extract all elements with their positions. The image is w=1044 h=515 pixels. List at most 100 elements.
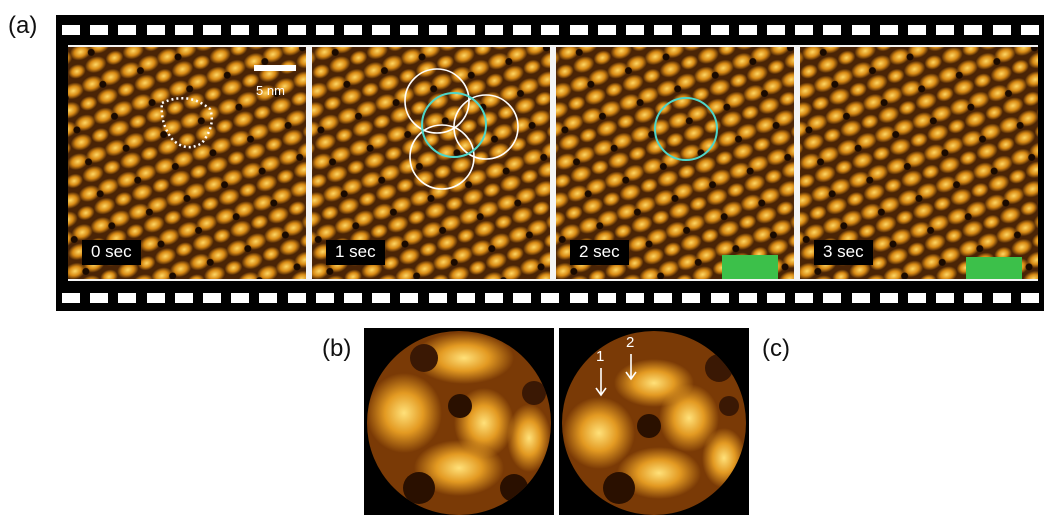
sprocket-hole	[315, 25, 334, 35]
sprocket-row-bottom	[56, 286, 1044, 310]
sprocket-hole	[541, 293, 560, 303]
arrow-label-2: 2	[626, 334, 635, 351]
sprocket-hole	[964, 25, 983, 35]
green-marker	[722, 255, 778, 279]
sprocket-hole	[710, 25, 729, 35]
sprocket-hole	[767, 25, 785, 35]
sprocket-hole	[400, 293, 419, 303]
sprocket-hole	[90, 293, 109, 303]
sprocket-hole	[964, 293, 983, 303]
sprocket-hole	[372, 25, 391, 35]
sprocket-hole	[823, 25, 842, 35]
sprocket-hole	[315, 293, 334, 303]
time-label: 1 sec	[326, 240, 385, 265]
cyan-circle	[654, 97, 718, 161]
sprocket-hole	[513, 25, 532, 35]
sprocket-hole	[456, 293, 475, 303]
sprocket-hole	[1020, 293, 1039, 303]
afm-frame-2sec: 2 sec	[556, 47, 794, 279]
sprocket-hole	[203, 293, 221, 303]
sprocket-hole	[795, 25, 814, 35]
arrow-2-head	[625, 371, 637, 381]
sprocket-hole	[626, 25, 644, 35]
arrow-label-1: 1	[596, 348, 605, 365]
afm-frame-1sec: 1 sec	[312, 47, 550, 279]
sprocket-hole	[287, 293, 306, 303]
sprocket-hole	[992, 25, 1011, 35]
sprocket-hole	[682, 25, 701, 35]
sprocket-row-top	[56, 18, 1044, 42]
sprocket-hole	[400, 25, 419, 35]
disc-image	[562, 331, 746, 515]
afm-frame-3sec: 3 sec	[800, 47, 1038, 279]
scale-bar-label: 5 nm	[256, 83, 285, 98]
sprocket-hole	[259, 25, 278, 35]
sprocket-hole	[118, 293, 137, 303]
sprocket-hole	[90, 25, 109, 35]
sprocket-hole	[231, 25, 250, 35]
sprocket-hole	[174, 25, 193, 35]
cyan-circle	[421, 92, 487, 158]
averaged-image-b	[364, 328, 554, 515]
scale-bar	[254, 65, 296, 71]
sprocket-hole	[851, 25, 870, 35]
averaged-image-c: 1 2	[559, 328, 749, 515]
sprocket-hole	[62, 25, 80, 35]
frame-row: 5 nm 0 sec 1 sec	[68, 45, 1038, 281]
dotted-triangle-outline	[160, 96, 213, 149]
arrow-1-head	[595, 387, 607, 397]
sprocket-hole	[287, 25, 306, 35]
sprocket-hole	[992, 293, 1011, 303]
sprocket-hole	[597, 25, 616, 35]
sprocket-hole	[569, 293, 588, 303]
sprocket-hole	[372, 293, 391, 303]
sprocket-hole	[541, 25, 560, 35]
sprocket-hole	[259, 293, 278, 303]
sprocket-hole	[118, 25, 137, 35]
sprocket-hole	[908, 25, 926, 35]
sprocket-hole	[936, 25, 955, 35]
sprocket-hole	[879, 25, 898, 35]
sprocket-hole	[654, 293, 673, 303]
sprocket-hole	[146, 293, 165, 303]
sprocket-hole	[738, 25, 757, 35]
sprocket-hole	[879, 293, 898, 303]
sprocket-hole	[62, 293, 80, 303]
sprocket-hole	[428, 25, 447, 35]
sprocket-hole	[203, 25, 221, 35]
sprocket-hole	[344, 25, 362, 35]
white-circle-top	[404, 68, 470, 134]
sprocket-hole	[146, 25, 165, 35]
film-strip: 5 nm 0 sec 1 sec	[56, 15, 1044, 311]
disc-image	[367, 331, 551, 515]
sprocket-hole	[626, 293, 644, 303]
sprocket-hole	[767, 293, 785, 303]
sprocket-hole	[485, 293, 503, 303]
sprocket-hole	[597, 293, 616, 303]
sprocket-hole	[569, 25, 588, 35]
time-label: 0 sec	[82, 240, 141, 265]
sprocket-hole	[738, 293, 757, 303]
sprocket-hole	[710, 293, 729, 303]
sprocket-hole	[231, 293, 250, 303]
sprocket-hole	[174, 293, 193, 303]
panel-label-a: (a)	[8, 12, 38, 39]
sprocket-hole	[851, 293, 870, 303]
sprocket-hole	[428, 293, 447, 303]
sprocket-hole	[485, 25, 503, 35]
panel-label-c: (c)	[762, 335, 790, 362]
sprocket-hole	[682, 293, 701, 303]
sprocket-hole	[654, 25, 673, 35]
sprocket-hole	[795, 293, 814, 303]
sprocket-hole	[344, 293, 362, 303]
sprocket-hole	[823, 293, 842, 303]
time-label: 2 sec	[570, 240, 629, 265]
sprocket-hole	[936, 293, 955, 303]
sprocket-hole	[513, 293, 532, 303]
time-label: 3 sec	[814, 240, 873, 265]
white-circle-bottom	[409, 124, 475, 190]
sprocket-hole	[908, 293, 926, 303]
afm-frame-0sec: 5 nm 0 sec	[68, 47, 306, 279]
sprocket-hole	[1020, 25, 1039, 35]
green-marker	[966, 257, 1022, 279]
